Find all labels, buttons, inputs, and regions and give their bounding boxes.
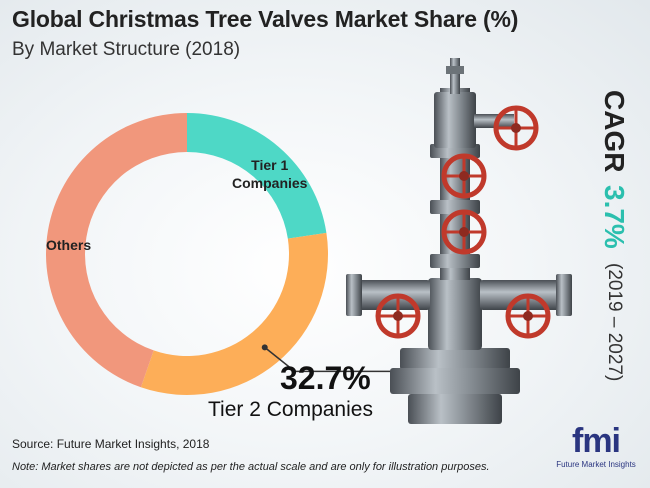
label-others: Others <box>46 237 92 253</box>
cagr-label: CAGR <box>599 90 630 173</box>
tier2-value: 32.7% <box>280 360 371 396</box>
logo-text: Future Market Insights <box>556 460 636 469</box>
tier2-label: Tier 2 Companies <box>208 398 373 421</box>
cagr-block: CAGR 3.7% (2019 – 2027) <box>598 90 630 382</box>
note-text: Note: Market shares are not depicted as … <box>12 461 490 473</box>
cagr-value: 3.7% <box>599 184 630 249</box>
christmas-tree-valve-image <box>346 58 572 424</box>
cagr-period: (2019 – 2027) <box>604 263 625 382</box>
source-text: Source: Future Market Insights, 2018 <box>12 437 210 451</box>
fmi-logo: fmi Future Market Insights <box>548 424 644 469</box>
label-tier1-line2: Companies <box>232 175 308 191</box>
logo-mark: fmi <box>572 422 621 460</box>
chart-title: Global Christmas Tree Valves Market Shar… <box>12 6 519 32</box>
donut-slice-tier1 <box>187 113 327 239</box>
donut-slice-others <box>46 113 187 388</box>
label-tier1-line1: Tier 1 <box>251 157 289 173</box>
donut-slice-tier2 <box>140 232 328 395</box>
label-tier1: Tier 1 Companies <box>232 156 307 192</box>
chart-subtitle: By Market Structure (2018) <box>12 39 241 60</box>
